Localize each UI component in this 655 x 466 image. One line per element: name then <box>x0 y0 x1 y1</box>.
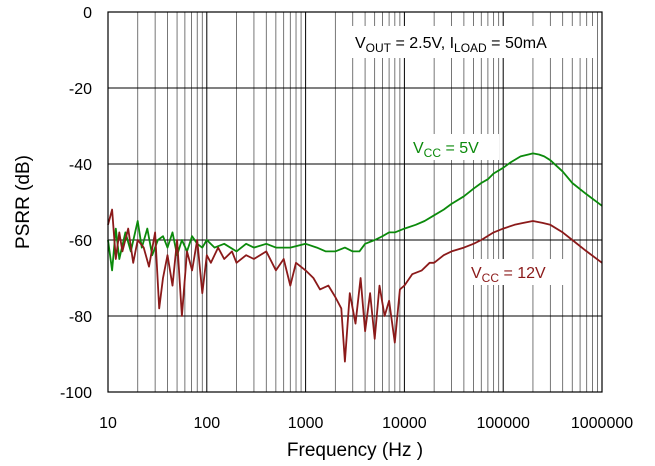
label-part: V <box>413 140 424 157</box>
label-subscript: CC <box>424 146 442 160</box>
y-tick-label: -40 <box>69 157 92 174</box>
label-part: = 5V <box>441 140 479 157</box>
series-group <box>107 152 603 363</box>
y-tick-label: 0 <box>83 5 92 22</box>
x-tick-label: 10000 <box>382 415 427 432</box>
y-axis-label: PSRR (dB) <box>13 155 34 249</box>
x-tick-label: 100000 <box>477 415 530 432</box>
conditions-annotation: VOUT = 2.5V, ILOAD = 50mA <box>350 26 596 58</box>
x-tick-labels: 10 100 1000 10000 100000 1000000 <box>99 415 633 432</box>
y-tick-label: -100 <box>60 385 92 402</box>
label-part: = 12V <box>499 265 546 282</box>
series-label-vcc-12v: VCC = 12V <box>467 259 567 285</box>
label-subscript: CC <box>482 271 500 285</box>
annotation-text: VOUT = 2.5V, ILOAD = 50mA <box>355 35 547 55</box>
series-label-text: VCC = 5V <box>413 140 479 160</box>
annotation-part: = 2.5V, I <box>391 35 454 52</box>
y-tick-label: -20 <box>69 81 92 98</box>
y-tick-label: -80 <box>69 309 92 326</box>
x-tick-label: 1000000 <box>571 415 633 432</box>
series-line-vcc-5v <box>107 152 603 272</box>
y-tick-labels: 0 -20 -40 -60 -80 -100 <box>60 5 92 402</box>
annotation-background <box>350 26 596 58</box>
annotation-part: = 50mA <box>487 35 547 52</box>
y-tick-label: -60 <box>69 233 92 250</box>
series-label-vcc-5v: VCC = 5V <box>409 134 499 160</box>
grid <box>108 12 602 392</box>
label-part: V <box>471 265 482 282</box>
x-axis-label: Frequency (Hz ) <box>287 440 423 461</box>
annotation-subscript: LOAD <box>454 41 487 55</box>
plot-frame <box>107 11 603 393</box>
series-label-text: VCC = 12V <box>471 265 546 285</box>
series-label-background <box>467 259 567 285</box>
x-tick-label: 10 <box>99 415 117 432</box>
x-tick-label: 100 <box>193 415 220 432</box>
series-line-vcc-12v <box>107 208 603 363</box>
annotation-part: V <box>355 35 366 52</box>
annotation-subscript: OUT <box>366 41 392 55</box>
x-tick-label: 1000 <box>288 415 324 432</box>
series-label-background <box>409 134 499 160</box>
